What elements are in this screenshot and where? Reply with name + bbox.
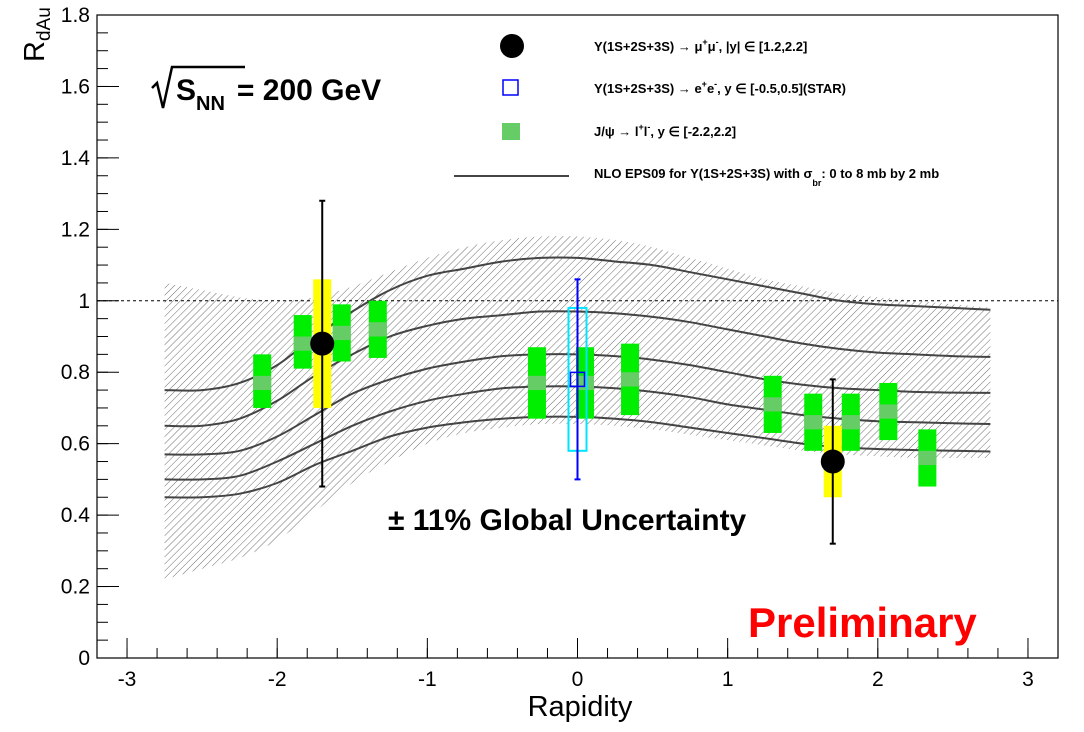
legend-marker-upsilon-ee (502, 79, 519, 96)
jpsi-point (804, 415, 823, 430)
y-tick-label: 0 (78, 647, 90, 670)
y-tick-label: 1 (78, 290, 90, 313)
legend1-c: , |y| ∈ [1.2,2.2] (719, 39, 808, 54)
y-tick-label: 0.8 (61, 361, 90, 384)
x-tick-label: 2 (872, 668, 884, 691)
legend1-b: μ (708, 39, 716, 54)
y-tick-label: 1.4 (61, 147, 91, 170)
energy-value: = 200 GeV (237, 74, 381, 107)
legend-label-upsilon-ee: Υ(1S+2S+3S) → e+e-, y ∈ [-0.5,0.5](STAR) (594, 79, 846, 96)
jpsi-point (763, 397, 782, 412)
jpsi-point (332, 325, 351, 341)
legend-marker-jpsi (502, 123, 520, 140)
legend: Υ(1S+2S+3S) → μ+μ-, |y| ∈ [1.2,2.2] Υ(1S… (454, 34, 939, 188)
jpsi-point (368, 322, 387, 337)
global-uncertainty-label: ± 11% Global Uncertainty (388, 504, 747, 537)
energy-annotation: SNN = 200 GeV (151, 65, 381, 115)
x-tick-label: 1 (722, 668, 734, 691)
y-axis-title-main: R (19, 41, 51, 62)
jpsi-point (527, 375, 546, 391)
legend2-b: e (707, 81, 714, 96)
upsilon-ee-point (569, 371, 586, 388)
x-tick-label: 0 (572, 668, 584, 691)
legend-label-upsilon-mumu: Υ(1S+2S+3S) → μ+μ-, |y| ∈ [1.2,2.2] (594, 37, 807, 54)
y-tick-label: 1.2 (61, 218, 90, 241)
jpsi-point (253, 375, 272, 391)
y-axis-title: RdAu (19, 7, 55, 62)
y-tick-label: 1.8 (61, 4, 90, 27)
y-tick-label: 0.6 (61, 433, 90, 456)
jpsi-point (879, 404, 898, 419)
jpsi-point (293, 336, 312, 351)
y-tick-label: 1.6 (61, 75, 90, 98)
upsilon-mumu-point (310, 331, 335, 356)
y-axis-title-sub: dAu (34, 7, 55, 41)
sqrt-symbol (151, 65, 245, 109)
legend3-a: J/ψ → l (594, 124, 638, 139)
legend2-b-sup: - (714, 79, 717, 89)
x-tick-label: 3 (1022, 668, 1034, 691)
legend-label-model: NLO EPS09 for Υ(1S+2S+3S) with σbr: 0 to… (594, 166, 939, 188)
y-tick-label: 0.4 (61, 504, 91, 527)
legend4-a-sub: br (812, 178, 821, 188)
legend1-a-sup: + (702, 37, 707, 47)
x-tick-label: -2 (268, 668, 287, 691)
legend1-b-sup: - (716, 37, 719, 47)
legend-marker-upsilon-mumu (500, 34, 524, 58)
preliminary-label: Preliminary (748, 599, 977, 646)
energy-label: SNN = 200 GeV (176, 74, 381, 115)
energy-s-main: S (176, 74, 196, 107)
x-tick-label: -3 (118, 668, 137, 691)
legend2-a-sup: + (702, 79, 707, 89)
legend-label-jpsi: J/ψ → l+l-, y ∈ [-2.2,2.2] (594, 122, 736, 139)
axes-layer: 0 0.2 0.4 0.6 0.8 1 1.2 1.4 1.6 1.8 -3 -2 -1 0 1 2 3 (61, 4, 1059, 691)
energy-s-sub: NN (196, 93, 225, 115)
x-axis-title: Rapidity (528, 691, 633, 723)
jpsi-point (841, 415, 860, 430)
data-points-layer (253, 199, 937, 545)
upsilon-mumu-point (820, 449, 845, 474)
legend1-a: Υ(1S+2S+3S) → μ (594, 39, 702, 54)
jpsi-point (621, 372, 640, 387)
legend3-a-sup: + (638, 122, 643, 132)
y-tick-label: 0.2 (61, 576, 90, 599)
legend3-c: , y ∈ [-2.2,2.2] (650, 124, 736, 139)
legend2-c: , y ∈ [-0.5,0.5](STAR) (717, 81, 846, 96)
legend2-a: Υ(1S+2S+3S) → e (594, 81, 702, 96)
x-tick-label: -1 (418, 668, 437, 691)
legend4-c: : 0 to 8 mb by 2 mb (821, 166, 939, 181)
jpsi-point (918, 450, 937, 466)
legend3-b-sup: - (647, 122, 650, 132)
legend4-a: NLO EPS09 for Υ(1S+2S+3S) with σ (594, 166, 813, 181)
legend3-b: l (644, 124, 648, 139)
